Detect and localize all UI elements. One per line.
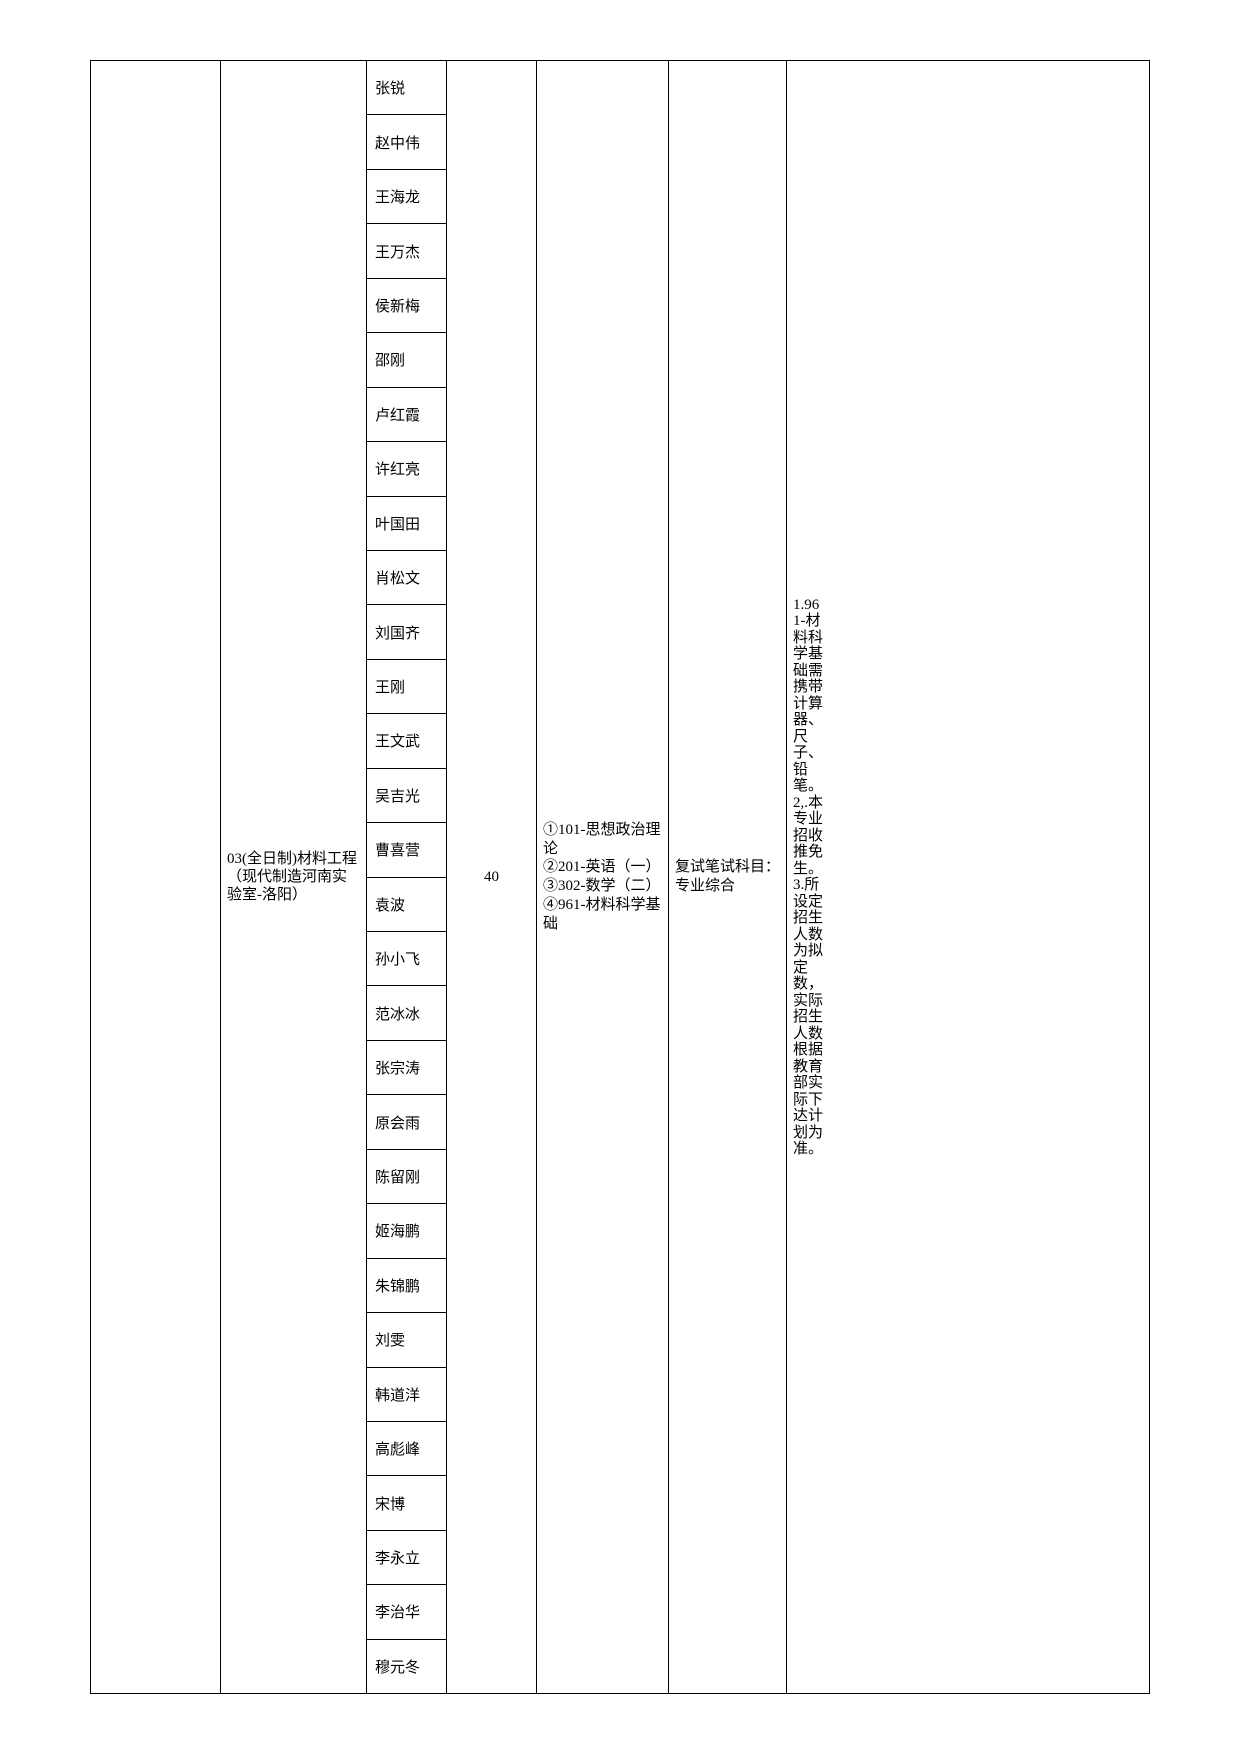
- name-cell: 高彪峰: [367, 1422, 446, 1476]
- column-2-program: 03(全日制)材料工程（现代制造河南实验室-洛阳）: [221, 61, 367, 1693]
- name-cell: 侯新梅: [367, 279, 446, 333]
- advisor-name: 肖松文: [375, 567, 420, 588]
- advisor-name: 范冰冰: [375, 1003, 420, 1024]
- advisor-name: 韩道洋: [375, 1384, 420, 1405]
- name-cell: 袁波: [367, 878, 446, 932]
- advisor-name: 宋博: [375, 1493, 405, 1514]
- advisor-name: 张宗涛: [375, 1057, 420, 1078]
- name-cell: 李治华: [367, 1585, 446, 1639]
- name-cell: 王刚: [367, 660, 446, 714]
- name-cell: 陈留刚: [367, 1150, 446, 1204]
- advisor-name: 许红亮: [375, 458, 420, 479]
- advisor-name: 邵刚: [375, 349, 405, 370]
- advisor-name: 赵中伟: [375, 132, 420, 153]
- advisor-name: 叶国田: [375, 513, 420, 534]
- name-cell: 李永立: [367, 1531, 446, 1585]
- advisor-name: 卢红霞: [375, 404, 420, 425]
- advisor-name: 姬海鹏: [375, 1220, 420, 1241]
- advisor-name: 王万杰: [375, 241, 420, 262]
- advisor-name: 张锐: [375, 77, 405, 98]
- name-cell: 张宗涛: [367, 1041, 446, 1095]
- advisor-name: 高彪峰: [375, 1438, 420, 1459]
- column-6-retest: 复试笔试科目：专业综合: [669, 61, 787, 1693]
- main-table: 03(全日制)材料工程（现代制造河南实验室-洛阳） 张锐赵中伟王海龙王万杰侯新梅…: [90, 60, 1150, 1694]
- name-cell: 孙小飞: [367, 932, 446, 986]
- column-4-quota: 40: [447, 61, 537, 1693]
- advisor-name: 李治华: [375, 1601, 420, 1622]
- retest-text: 复试笔试科目：专业综合: [675, 858, 780, 896]
- name-cell: 吴吉光: [367, 769, 446, 823]
- advisor-name: 刘国齐: [375, 622, 420, 643]
- name-cell: 韩道洋: [367, 1368, 446, 1422]
- name-cell: 王海龙: [367, 170, 446, 224]
- name-cell: 肖松文: [367, 551, 446, 605]
- advisor-name: 穆元冬: [375, 1656, 420, 1677]
- name-cell: 叶国田: [367, 497, 446, 551]
- program-text: 03(全日制)材料工程（现代制造河南实验室-洛阳）: [227, 850, 360, 904]
- name-cell: 王文武: [367, 714, 446, 768]
- advisor-name: 刘雯: [375, 1329, 405, 1350]
- advisor-name: 王刚: [375, 676, 405, 697]
- name-cell: 赵中伟: [367, 115, 446, 169]
- name-cell: 穆元冬: [367, 1640, 446, 1693]
- advisor-name: 陈留刚: [375, 1166, 420, 1187]
- name-cell: 卢红霞: [367, 388, 446, 442]
- name-cell: 范冰冰: [367, 986, 446, 1040]
- advisor-name: 朱锦鹏: [375, 1275, 420, 1296]
- name-cell: 原会雨: [367, 1095, 446, 1149]
- advisor-name: 王文武: [375, 730, 420, 751]
- name-cell: 刘雯: [367, 1313, 446, 1367]
- advisor-name: 原会雨: [375, 1112, 420, 1133]
- advisor-name: 孙小飞: [375, 948, 420, 969]
- name-cell: 姬海鹏: [367, 1204, 446, 1258]
- subjects-text: ①101-思想政治理论 ②201-英语（一） ③302-数学（二） ④961-材…: [543, 821, 662, 934]
- column-3-names: 张锐赵中伟王海龙王万杰侯新梅邵刚卢红霞许红亮叶国田肖松文刘国齐王刚王文武吴吉光曹…: [367, 61, 447, 1693]
- advisor-name: 曹喜营: [375, 839, 420, 860]
- quota-value: 40: [484, 869, 499, 886]
- name-cell: 刘国齐: [367, 605, 446, 659]
- column-5-subjects: ①101-思想政治理论 ②201-英语（一） ③302-数学（二） ④961-材…: [537, 61, 669, 1693]
- notes-text: 1.961-材料科学基础需携带计算器、尺子、铅笔。 2,.本专业招收推免生。 3…: [793, 597, 823, 1158]
- advisor-name: 王海龙: [375, 186, 420, 207]
- advisor-name: 袁波: [375, 894, 405, 915]
- name-cell: 曹喜营: [367, 823, 446, 877]
- name-cell: 王万杰: [367, 224, 446, 278]
- name-cell: 宋博: [367, 1476, 446, 1530]
- name-cell: 许红亮: [367, 442, 446, 496]
- name-cell: 邵刚: [367, 333, 446, 387]
- column-7-notes: 1.961-材料科学基础需携带计算器、尺子、铅笔。 2,.本专业招收推免生。 3…: [787, 61, 1149, 1693]
- column-1-empty: [91, 61, 221, 1693]
- advisor-name: 吴吉光: [375, 785, 420, 806]
- advisor-name: 侯新梅: [375, 295, 420, 316]
- advisor-name: 李永立: [375, 1547, 420, 1568]
- name-cell: 朱锦鹏: [367, 1259, 446, 1313]
- name-cell: 张锐: [367, 61, 446, 115]
